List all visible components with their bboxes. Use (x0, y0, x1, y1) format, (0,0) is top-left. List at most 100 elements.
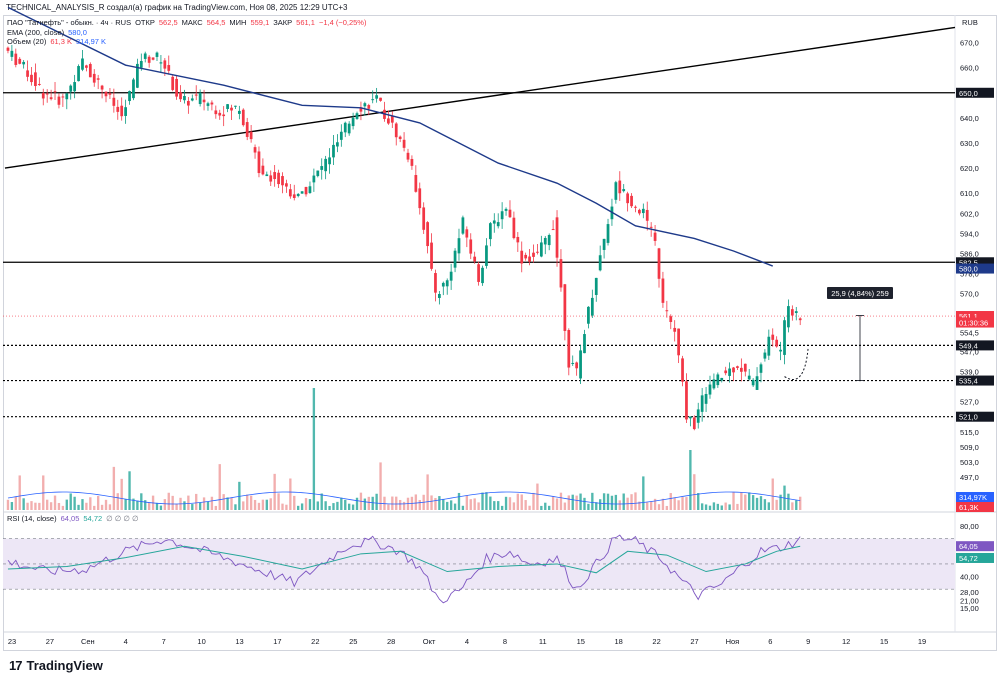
candle-body (692, 417, 696, 430)
volume-bar (61, 505, 65, 510)
candle-body (77, 66, 80, 82)
price-tick: 497,0 (960, 473, 979, 482)
price-label: 650,0 (959, 89, 978, 98)
volume-bar (418, 499, 421, 510)
volume-bar (316, 501, 319, 510)
candle-body (657, 248, 661, 279)
volume-bar (563, 502, 567, 510)
time-tick: 4 (124, 637, 128, 646)
candle-body (739, 367, 743, 372)
volume-bar (461, 505, 465, 510)
candle-body (696, 409, 700, 423)
volume-bar (551, 496, 555, 510)
volume-bar (10, 502, 14, 510)
candle-body (602, 238, 606, 250)
price-tick: 660,0 (960, 64, 979, 73)
rsi-tick: 40,00 (960, 573, 979, 582)
candle-body (37, 83, 41, 85)
candle-body (798, 318, 802, 321)
volume-bar (716, 503, 720, 510)
volume-bar (379, 462, 382, 510)
candle-body (469, 239, 473, 254)
volume-bar (226, 497, 229, 510)
price-tick: 570,0 (960, 290, 979, 299)
volume-bar (320, 493, 323, 510)
volume-bar (759, 496, 763, 510)
price-tick: 547,0 (960, 347, 979, 356)
candle-body (167, 65, 171, 71)
candle-body (312, 175, 316, 183)
rsi-tick: 21,00 (960, 597, 979, 606)
volume-bar (438, 496, 441, 510)
candle-body (339, 131, 343, 140)
volume-bar (795, 500, 798, 510)
volume-bar (34, 502, 37, 510)
rsi-label[interactable]: RSI (14, close) (7, 514, 57, 523)
ema-label[interactable]: EMA (200, close) (7, 27, 65, 37)
tradingview-logo[interactable]: 17 TradingView (9, 658, 103, 673)
volume-bar (402, 501, 406, 510)
volume-bar (649, 501, 653, 510)
volume-bar (657, 504, 661, 510)
candle-body (626, 193, 630, 204)
volume-bar (218, 464, 221, 510)
volume-bar (595, 502, 598, 510)
volume-label[interactable]: Объем (20) (7, 37, 47, 46)
candle-body (69, 85, 73, 92)
candle-body (492, 220, 496, 224)
volume-bar (614, 494, 618, 510)
volume-bar (171, 495, 174, 510)
volume-bar (434, 498, 437, 510)
candle-body (445, 280, 449, 287)
volume-bar (767, 502, 770, 510)
price-tick: 503,0 (960, 458, 979, 467)
candle-body (559, 259, 563, 288)
volume-bar (222, 494, 225, 510)
candle-body (92, 73, 96, 83)
candle-body (163, 60, 167, 69)
candle-body (183, 96, 186, 101)
candle-body (387, 118, 390, 124)
candle-body (390, 116, 394, 123)
candle-body (438, 293, 441, 298)
candle-body (45, 93, 49, 95)
volume-bar (779, 494, 782, 510)
candle-body (673, 327, 677, 332)
rsi-line (7, 534, 801, 604)
volume-bar (395, 496, 398, 510)
open-value: 562,5 (158, 18, 178, 27)
symbol-title[interactable]: ПАО "Татнефть" - обыкн. · 4ч · RUS (7, 18, 132, 27)
price-tick: 620,0 (960, 164, 979, 173)
volume-bar (481, 492, 484, 510)
volume-bar (728, 504, 731, 510)
volume-bar (497, 501, 500, 510)
volume-bar (516, 493, 519, 510)
candle-body (563, 284, 567, 331)
candle-body (112, 97, 116, 106)
volume-bar (277, 493, 280, 510)
candle-body (724, 370, 728, 374)
volume-bar (732, 492, 735, 510)
brand-name: TradingView (26, 658, 103, 673)
volume-bar (704, 504, 708, 510)
volume-bar (449, 500, 453, 510)
volume-bar (53, 495, 57, 510)
volume-bar (340, 497, 343, 510)
candle-body (81, 58, 84, 70)
volume-bar (347, 503, 351, 510)
volume-bar (559, 492, 563, 510)
candle-body (249, 131, 253, 140)
low-label: МИН (229, 18, 247, 27)
volume-bar (528, 505, 531, 510)
volume-bar (775, 499, 778, 510)
volume-bar (77, 504, 80, 510)
candle-body (367, 105, 371, 109)
time-tick: 18 (614, 637, 622, 646)
volume-bar (312, 388, 316, 510)
candle-body (241, 109, 245, 126)
candle-body (265, 174, 269, 177)
volume-bar (289, 478, 292, 510)
volume-bar (532, 492, 535, 510)
candle-body (41, 92, 45, 99)
